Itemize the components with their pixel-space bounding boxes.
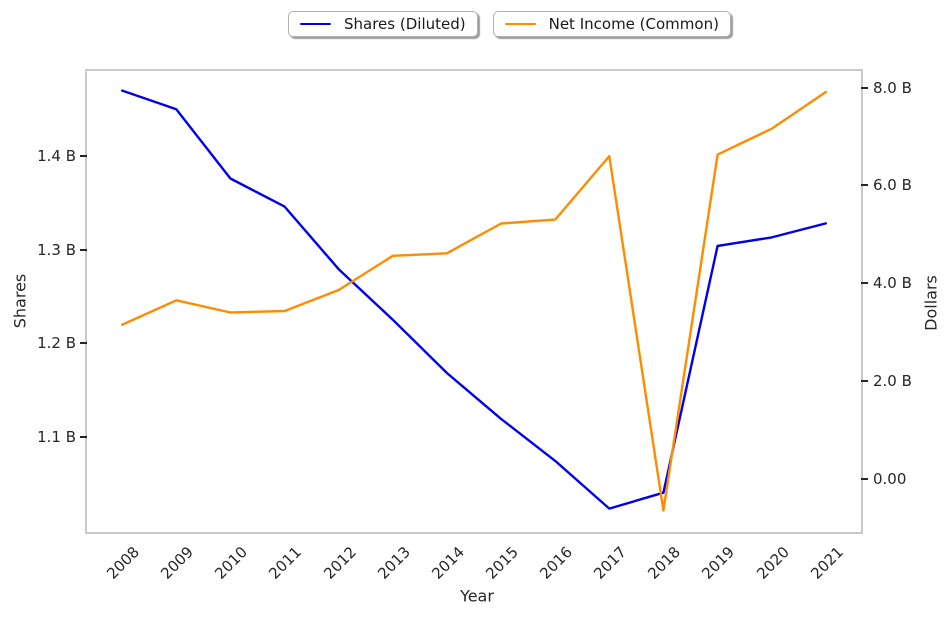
right-tick-label: 6.0 B bbox=[873, 176, 912, 195]
x-tick-label: 2017 bbox=[590, 543, 631, 583]
right-tick-mark bbox=[861, 282, 868, 285]
x-tick-label: 2010 bbox=[211, 543, 252, 583]
right-tick-label: 0.00 bbox=[873, 469, 907, 488]
x-tick-label: 2009 bbox=[157, 543, 198, 583]
x-tick-label: 2013 bbox=[373, 543, 414, 583]
x-tick-label: 2018 bbox=[644, 543, 685, 583]
left-tick-mark bbox=[80, 248, 87, 251]
left-tick-label: 1.3 B bbox=[37, 240, 76, 259]
right-tick-mark bbox=[861, 184, 868, 187]
legend-label-shares: Shares (Diluted) bbox=[344, 14, 466, 33]
x-tick-label: 2012 bbox=[319, 543, 360, 583]
x-axis-label: Year bbox=[460, 586, 494, 606]
right-tick-mark bbox=[861, 86, 868, 89]
legend-item-shares: Shares (Diluted) bbox=[288, 11, 478, 37]
x-tick-label: 2020 bbox=[752, 543, 793, 583]
x-tick-label: 2019 bbox=[698, 543, 739, 583]
y-axis-label-right: Dollars bbox=[921, 275, 941, 331]
left-tick-mark bbox=[80, 342, 87, 345]
legend-label-net-income: Net Income (Common) bbox=[548, 14, 719, 33]
left-tick-label: 1.2 B bbox=[37, 334, 76, 353]
shares-line bbox=[121, 89, 827, 510]
net-income-line bbox=[121, 90, 827, 512]
left-tick-label: 1.1 B bbox=[37, 427, 76, 446]
shares-line-swatch bbox=[300, 22, 331, 26]
left-tick-label: 1.4 B bbox=[37, 147, 76, 166]
right-tick-mark bbox=[861, 379, 868, 382]
right-tick-mark bbox=[861, 477, 868, 480]
right-tick-label: 4.0 B bbox=[873, 274, 912, 293]
x-tick-label: 2021 bbox=[806, 543, 847, 583]
chart-svg bbox=[121, 89, 827, 512]
left-tick-mark bbox=[80, 435, 87, 438]
right-tick-label: 8.0 B bbox=[873, 78, 912, 97]
legend: Shares (Diluted) Net Income (Common) bbox=[288, 11, 731, 37]
right-tick-label: 2.0 B bbox=[873, 371, 912, 390]
legend-item-net-income: Net Income (Common) bbox=[492, 11, 731, 37]
left-tick-mark bbox=[80, 155, 87, 158]
x-tick-label: 2016 bbox=[536, 543, 576, 583]
x-tick-label: 2011 bbox=[265, 543, 306, 583]
net-income-line-swatch bbox=[504, 22, 536, 26]
x-tick-label: 2015 bbox=[482, 543, 522, 583]
y-axis-label-left: Shares bbox=[10, 273, 30, 329]
x-tick-label: 2008 bbox=[103, 543, 143, 583]
x-tick-label: 2014 bbox=[427, 543, 468, 583]
